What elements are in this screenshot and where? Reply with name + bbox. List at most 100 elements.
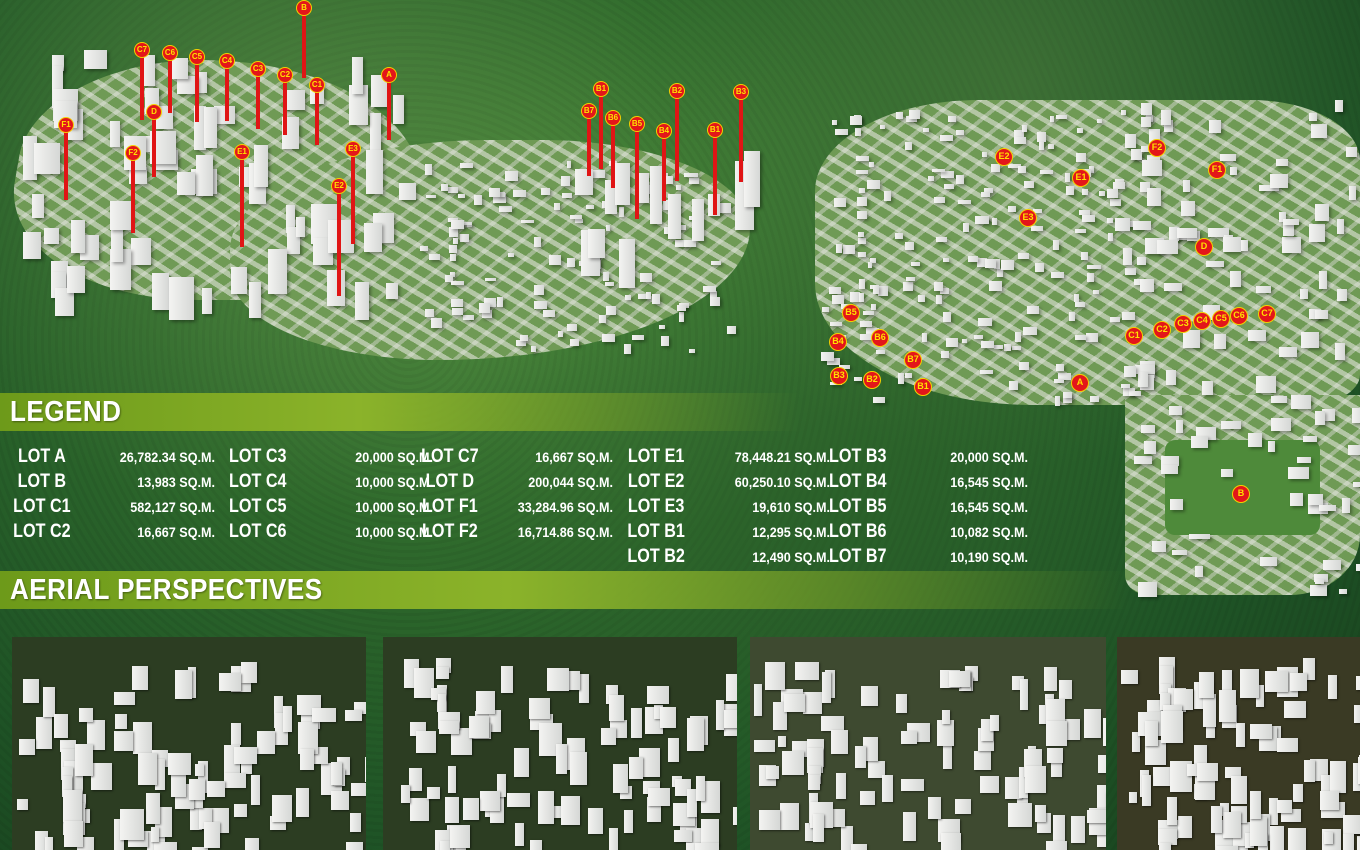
building: [901, 730, 917, 744]
building: [1301, 331, 1320, 348]
building: [52, 66, 63, 108]
building: [1140, 117, 1152, 128]
lot-marker: E2: [331, 178, 347, 194]
building: [588, 228, 605, 258]
building: [114, 819, 125, 850]
building: [858, 252, 866, 257]
lot-marker: F2: [125, 145, 141, 161]
building: [452, 238, 459, 245]
plan-lot-marker: C4: [1193, 312, 1211, 330]
building: [22, 136, 37, 181]
building: [1314, 410, 1326, 425]
building: [592, 169, 605, 178]
marker-pole: [599, 89, 603, 169]
building: [1222, 670, 1233, 695]
legend-row: LOT B6 10,082 SQ.M.: [828, 519, 1028, 544]
building: [1138, 582, 1157, 597]
marker-pole: [713, 130, 717, 215]
building: [1170, 760, 1193, 793]
building: [330, 762, 343, 786]
building: [1279, 346, 1298, 357]
building: [943, 311, 951, 323]
lot-name: LOT A: [17, 445, 66, 467]
building: [668, 193, 681, 239]
lot-area: 26,782.34 SQ.M.: [119, 448, 215, 465]
building: [639, 273, 652, 282]
building: [1018, 362, 1030, 370]
building: [990, 164, 1000, 173]
building: [267, 249, 287, 294]
building: [872, 285, 880, 295]
building: [541, 188, 550, 195]
building: [1142, 775, 1151, 806]
legend-row: LOT F1 33,284.96 SQ.M.: [418, 494, 613, 519]
building: [1082, 188, 1088, 196]
building: [230, 267, 248, 294]
legend-row: LOT C6 10,000 SQ.M.: [228, 519, 433, 544]
building: [1017, 165, 1026, 174]
lot-name: LOT B6: [829, 520, 887, 542]
building: [172, 57, 189, 80]
building: [1198, 672, 1215, 699]
lot-marker: D: [146, 104, 162, 120]
building: [630, 707, 643, 738]
legend-row: LOT C2 16,667 SQ.M.: [10, 519, 215, 544]
building: [851, 843, 868, 850]
building: [574, 218, 584, 224]
building: [808, 775, 820, 790]
plan-lot-marker: D: [1195, 238, 1213, 256]
building: [928, 176, 935, 181]
building: [1043, 666, 1058, 692]
building: [1035, 262, 1045, 272]
building: [839, 365, 851, 370]
plan-lot-marker: F1: [1208, 161, 1226, 179]
building: [1223, 236, 1242, 252]
building: [1018, 767, 1028, 798]
building: [425, 309, 434, 317]
building: [1107, 189, 1119, 199]
lot-name: LOT C3: [229, 445, 287, 467]
building: [1159, 693, 1170, 711]
building: [711, 260, 722, 266]
building: [1164, 283, 1182, 291]
building: [1098, 190, 1106, 196]
legend-row: LOT A 26,782.34 SQ.M.: [10, 444, 215, 469]
building: [1016, 785, 1028, 815]
building: [1131, 731, 1141, 752]
building: [687, 718, 705, 751]
building: [43, 227, 59, 244]
building: [1202, 381, 1213, 395]
building: [1123, 247, 1133, 265]
marker-pole: [387, 75, 391, 140]
building: [369, 113, 381, 153]
marker-pole: [351, 149, 355, 244]
plan-lot-marker: B2: [863, 371, 881, 389]
building: [282, 705, 293, 733]
building: [870, 304, 876, 311]
building: [346, 842, 363, 850]
building: [533, 285, 545, 295]
building: [1023, 180, 1035, 188]
building: [1047, 143, 1054, 150]
building: [854, 745, 867, 769]
building: [493, 193, 507, 204]
building: [430, 318, 442, 329]
building: [1180, 201, 1195, 217]
building: [1045, 841, 1068, 850]
marker-pole: [240, 152, 244, 247]
building: [429, 254, 441, 261]
lot-name: LOT C6: [229, 520, 287, 542]
building: [351, 783, 366, 797]
aerial-perspective-2: [383, 637, 737, 850]
building: [451, 299, 464, 308]
building: [1051, 750, 1063, 778]
building: [1053, 814, 1065, 847]
building: [849, 292, 860, 303]
building: [1035, 804, 1046, 823]
building: [1121, 669, 1139, 684]
building: [842, 244, 856, 255]
building: [1313, 573, 1329, 583]
building: [1353, 481, 1360, 487]
building: [469, 716, 489, 739]
building: [1165, 369, 1176, 386]
